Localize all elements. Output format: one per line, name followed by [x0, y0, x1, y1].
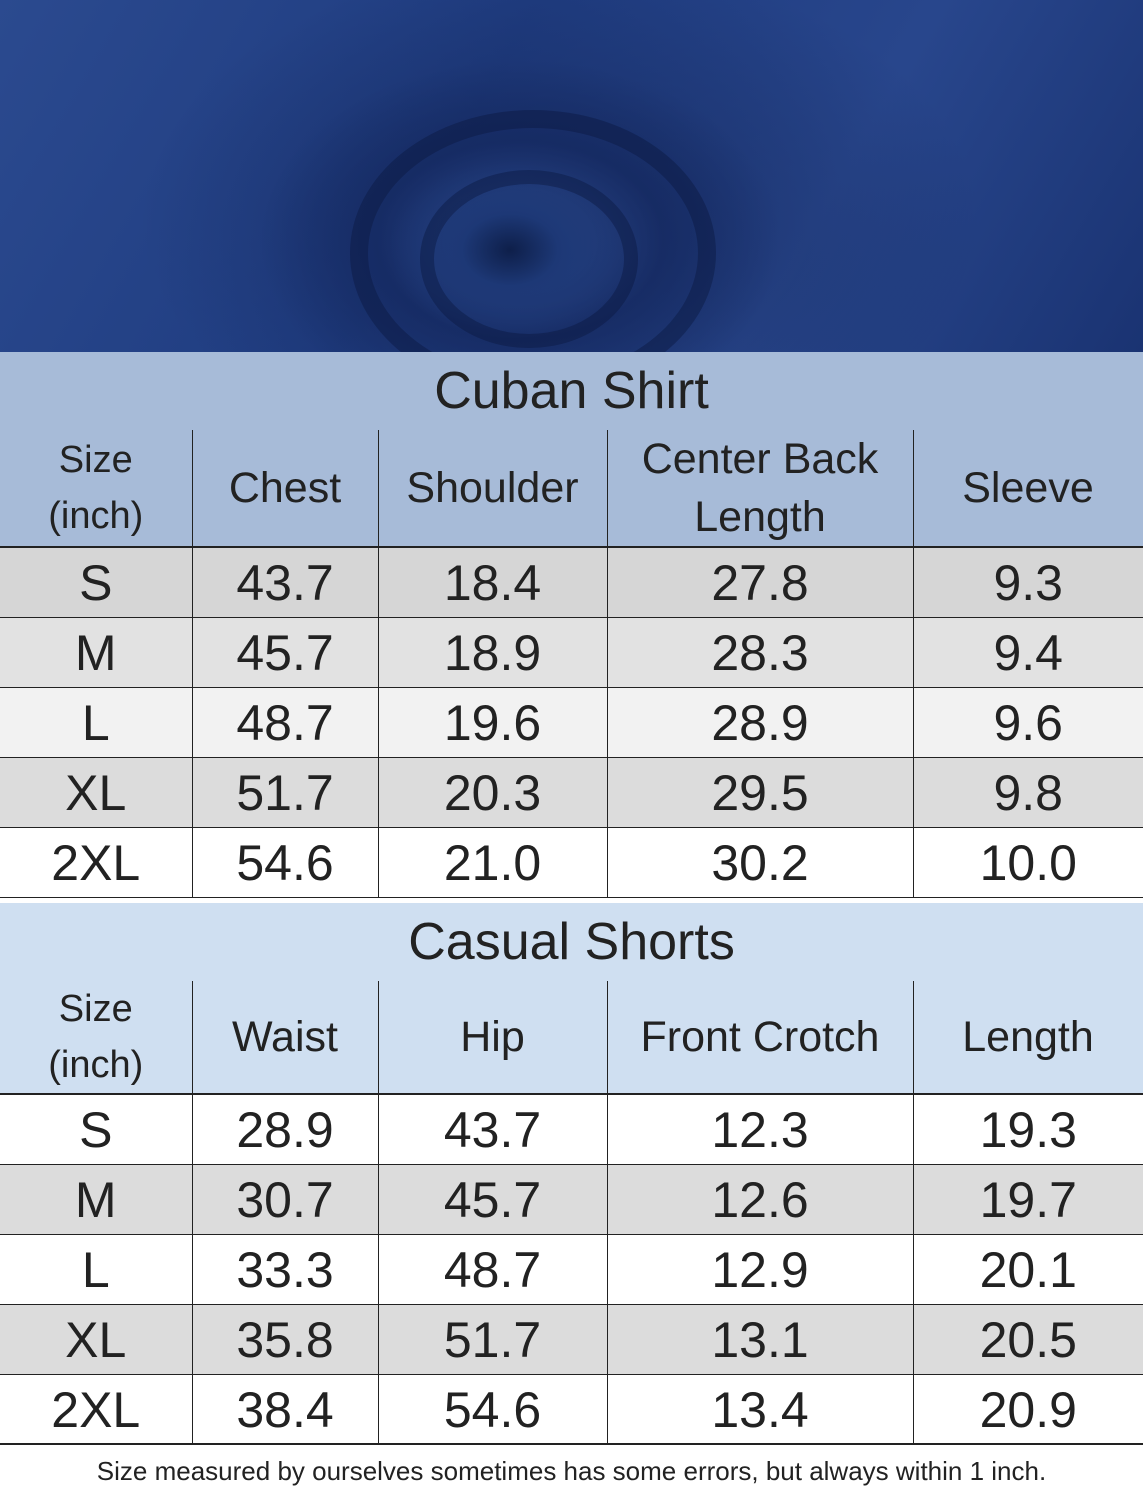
size-cell: S [0, 546, 193, 618]
measurement-cell: 10.0 [912, 827, 1143, 898]
measurement-cell: 19.6 [377, 687, 608, 758]
table-row: XL 35.8 51.7 13.1 20.5 [0, 1304, 1143, 1375]
measurement-cell: 20.9 [912, 1374, 1143, 1445]
measurement-cell: 12.3 [606, 1093, 914, 1165]
measurement-cell: 19.7 [912, 1164, 1143, 1235]
table-row: XL 51.7 20.3 29.5 9.8 [0, 757, 1143, 828]
measurement-cell: 12.9 [606, 1234, 914, 1305]
measurement-cell: 9.6 [912, 687, 1143, 758]
measurement-cell: 9.3 [912, 546, 1143, 618]
measurement-cell: 29.5 [606, 757, 914, 828]
measurement-cell: 13.4 [606, 1374, 914, 1445]
table-title-row: Cuban Shirt [0, 352, 1143, 430]
measurement-cell: 30.2 [606, 827, 914, 898]
column-header: Hip [377, 981, 608, 1095]
measurement-cell: 9.8 [912, 757, 1143, 828]
size-cell: M [0, 617, 193, 688]
measurement-cell: 27.8 [606, 546, 914, 618]
measurement-cell: 19.3 [912, 1093, 1143, 1165]
table-title-row: Casual Shorts [0, 903, 1143, 981]
size-cell: 2XL [0, 1374, 193, 1445]
size-cell: M [0, 1164, 193, 1235]
table-row: S 43.7 18.4 27.8 9.3 [0, 546, 1143, 618]
measurement-cell: 28.9 [606, 687, 914, 758]
table-title: Casual Shorts [0, 903, 1143, 981]
table-row: M 30.7 45.7 12.6 19.7 [0, 1164, 1143, 1235]
measurement-cell: 51.7 [191, 757, 379, 828]
measurement-cell: 54.6 [377, 1374, 608, 1445]
table-row: S 28.9 43.7 12.3 19.3 [0, 1093, 1143, 1165]
measurement-cell: 30.7 [191, 1164, 379, 1235]
measurement-cell: 43.7 [191, 546, 379, 618]
header-row: Size (inch) Waist Hip Front Crotch Length [0, 981, 1143, 1095]
measurement-cell: 54.6 [191, 827, 379, 898]
casual-shorts-size-table: Casual Shorts Size (inch) Waist Hip Front Cr… [0, 903, 1143, 1445]
measurement-cell: 28.3 [606, 617, 914, 688]
measurement-cell: 43.7 [377, 1093, 608, 1165]
measurement-cell: 20.3 [377, 757, 608, 828]
column-header: Center Back Length [606, 430, 914, 548]
table-row: 2XL 54.6 21.0 30.2 10.0 [0, 827, 1143, 898]
column-header: Chest [191, 430, 379, 548]
measurement-cell: 28.9 [191, 1093, 379, 1165]
table-row: L 33.3 48.7 12.9 20.1 [0, 1234, 1143, 1305]
size-cell: 2XL [0, 827, 193, 898]
measurement-cell: 48.7 [191, 687, 379, 758]
measurement-cell: 12.6 [606, 1164, 914, 1235]
measurement-cell: 18.4 [377, 546, 608, 618]
measurement-cell: 35.8 [191, 1304, 379, 1375]
table-row: 2XL 38.4 54.6 13.4 20.9 [0, 1374, 1143, 1445]
column-header: Shoulder [377, 430, 608, 548]
table-title: Cuban Shirt [0, 352, 1143, 430]
measurement-cell: 20.1 [912, 1234, 1143, 1305]
measurement-cell: 20.5 [912, 1304, 1143, 1375]
measurement-cell: 18.9 [377, 617, 608, 688]
column-header: Front Crotch [606, 981, 914, 1095]
measurement-cell: 51.7 [377, 1304, 608, 1375]
measurement-cell: 21.0 [377, 827, 608, 898]
measurement-cell: 33.3 [191, 1234, 379, 1305]
size-footnote: Size measured by ourselves sometimes has… [0, 1443, 1143, 1501]
fabric-photo [0, 0, 1143, 396]
measurement-cell: 48.7 [377, 1234, 608, 1305]
size-cell: XL [0, 1304, 193, 1375]
measurement-cell: 13.1 [606, 1304, 914, 1375]
cuban-shirt-size-table: Cuban Shirt Size (inch) Chest Shoulder Cente… [0, 352, 1143, 898]
measurement-cell: 9.4 [912, 617, 1143, 688]
size-cell: XL [0, 757, 193, 828]
size-cell: L [0, 1234, 193, 1305]
measurement-cell: 45.7 [191, 617, 379, 688]
column-header: Sleeve [912, 430, 1143, 548]
column-header: Waist [191, 981, 379, 1095]
measurement-cell: 45.7 [377, 1164, 608, 1235]
table-row: M 45.7 18.9 28.3 9.4 [0, 617, 1143, 688]
column-header: Length [912, 981, 1143, 1095]
column-header: Size (inch) [0, 430, 193, 548]
table-row: L 48.7 19.6 28.9 9.6 [0, 687, 1143, 758]
header-row: Size (inch) Chest Shoulder Center Back Leng… [0, 430, 1143, 548]
size-cell: S [0, 1093, 193, 1165]
size-cell: L [0, 687, 193, 758]
measurement-cell: 38.4 [191, 1374, 379, 1445]
column-header: Size (inch) [0, 981, 193, 1095]
